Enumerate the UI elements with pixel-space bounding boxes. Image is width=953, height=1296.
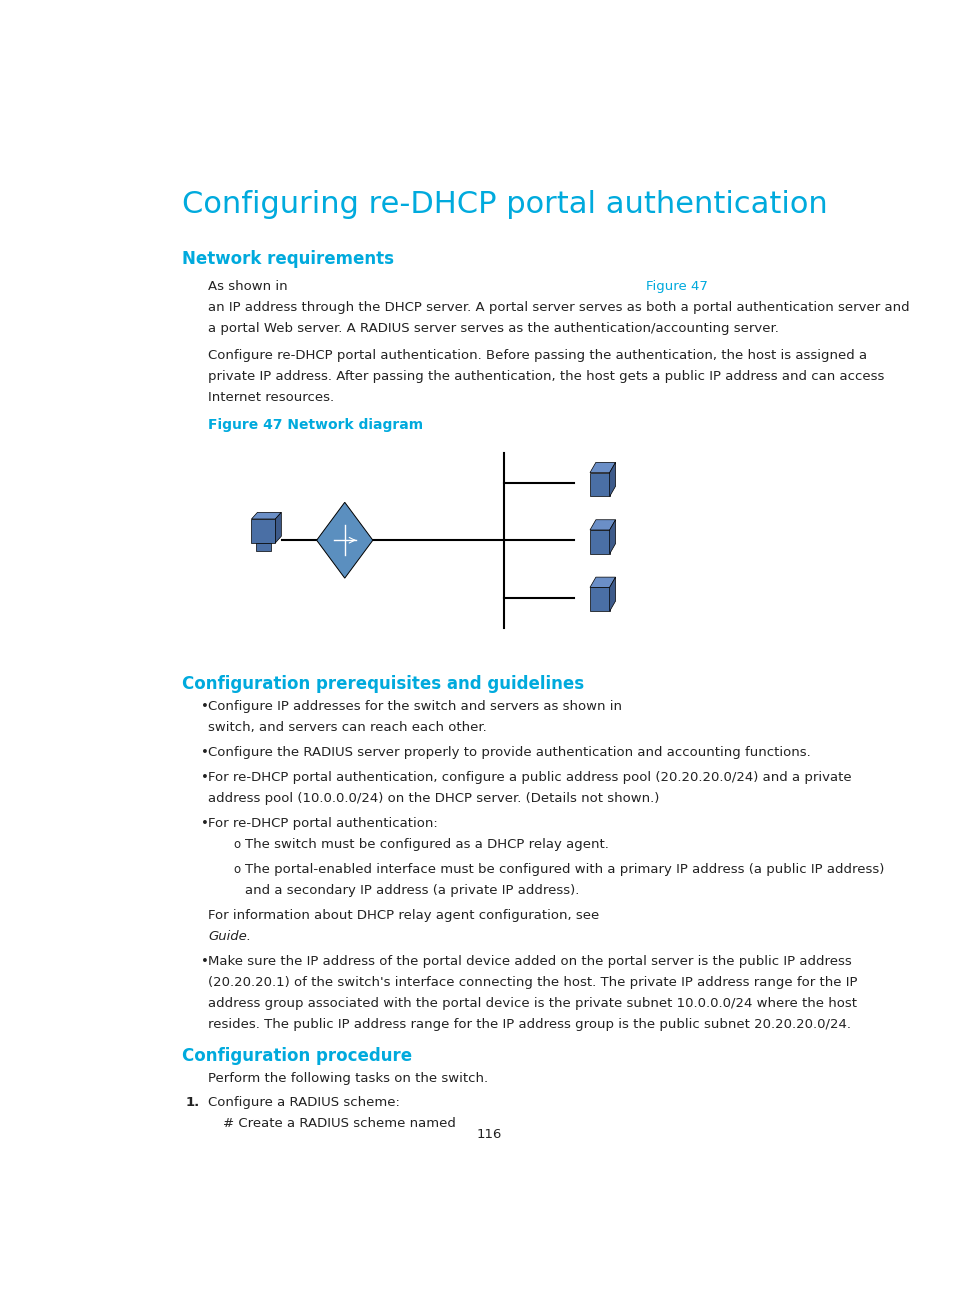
Text: •: • — [200, 955, 209, 968]
Polygon shape — [252, 512, 281, 518]
Polygon shape — [252, 518, 275, 543]
Text: Configure the RADIUS server properly to provide authentication and accounting fu: Configure the RADIUS server properly to … — [208, 746, 810, 759]
Polygon shape — [589, 587, 609, 612]
Text: o: o — [233, 839, 241, 851]
Text: # Create a RADIUS scheme named: # Create a RADIUS scheme named — [222, 1117, 459, 1130]
Text: As shown in: As shown in — [208, 280, 292, 293]
Polygon shape — [609, 463, 615, 496]
Polygon shape — [275, 512, 281, 543]
Text: •: • — [200, 818, 209, 831]
Text: address pool (10.0.0.0/24) on the DHCP server. (Details not shown.): address pool (10.0.0.0/24) on the DHCP s… — [208, 792, 659, 805]
Text: For re-DHCP portal authentication:: For re-DHCP portal authentication: — [208, 818, 437, 831]
Polygon shape — [609, 577, 615, 612]
Text: Make sure the IP address of the portal device added on the portal server is the : Make sure the IP address of the portal d… — [208, 955, 851, 968]
Text: (20.20.20.1) of the switch's interface connecting the host. The private IP addre: (20.20.20.1) of the switch's interface c… — [208, 976, 857, 989]
Text: Guide.: Guide. — [208, 931, 251, 943]
Text: Perform the following tasks on the switch.: Perform the following tasks on the switc… — [208, 1072, 488, 1085]
Text: For re-DHCP portal authentication, configure a public address pool (20.20.20.0/2: For re-DHCP portal authentication, confi… — [208, 771, 851, 784]
Polygon shape — [589, 473, 609, 496]
Text: Figure 47: Figure 47 — [645, 280, 707, 293]
Text: Figure 47 Network diagram: Figure 47 Network diagram — [208, 419, 422, 432]
Text: Configuration prerequisites and guidelines: Configuration prerequisites and guidelin… — [182, 675, 583, 693]
Polygon shape — [589, 577, 615, 587]
Text: Configure a RADIUS scheme:: Configure a RADIUS scheme: — [208, 1095, 399, 1108]
Text: Configure re-DHCP portal authentication. Before passing the authentication, the : Configure re-DHCP portal authentication.… — [208, 349, 866, 362]
Polygon shape — [589, 520, 615, 530]
Text: o: o — [233, 863, 241, 876]
Text: address group associated with the portal device is the private subnet 10.0.0.0/2: address group associated with the portal… — [208, 997, 856, 1010]
Text: For information about DHCP relay agent configuration, see: For information about DHCP relay agent c… — [208, 908, 603, 921]
Text: Internet resources.: Internet resources. — [208, 391, 334, 404]
Text: 1.: 1. — [186, 1095, 200, 1108]
Polygon shape — [316, 503, 373, 578]
Text: Configure IP addresses for the switch and servers as shown in: Configure IP addresses for the switch an… — [208, 700, 625, 713]
Text: a portal Web server. A RADIUS server serves as the authentication/accounting ser: a portal Web server. A RADIUS server ser… — [208, 323, 778, 336]
Text: The switch must be configured as a DHCP relay agent.: The switch must be configured as a DHCP … — [245, 839, 608, 851]
Polygon shape — [256, 543, 271, 551]
Polygon shape — [589, 463, 615, 473]
Polygon shape — [589, 530, 609, 553]
Text: 116: 116 — [476, 1129, 501, 1142]
Text: •: • — [200, 700, 209, 713]
Text: and a secondary IP address (a private IP address).: and a secondary IP address (a private IP… — [245, 884, 578, 897]
Text: switch, and servers can reach each other.: switch, and servers can reach each other… — [208, 722, 486, 735]
Text: The portal-enabled interface must be configured with a primary IP address (a pub: The portal-enabled interface must be con… — [245, 863, 883, 876]
Polygon shape — [609, 520, 615, 553]
Text: Network requirements: Network requirements — [182, 250, 394, 268]
Text: •: • — [200, 771, 209, 784]
Text: an IP address through the DHCP server. A portal server serves as both a portal a: an IP address through the DHCP server. A… — [208, 301, 908, 314]
Text: private IP address. After passing the authentication, the host gets a public IP : private IP address. After passing the au… — [208, 371, 883, 384]
Text: •: • — [200, 746, 209, 759]
Text: Configuration procedure: Configuration procedure — [182, 1047, 412, 1064]
Text: Configuring re-DHCP portal authentication: Configuring re-DHCP portal authenticatio… — [182, 191, 827, 219]
Text: resides. The public IP address range for the IP address group is the public subn: resides. The public IP address range for… — [208, 1017, 850, 1030]
